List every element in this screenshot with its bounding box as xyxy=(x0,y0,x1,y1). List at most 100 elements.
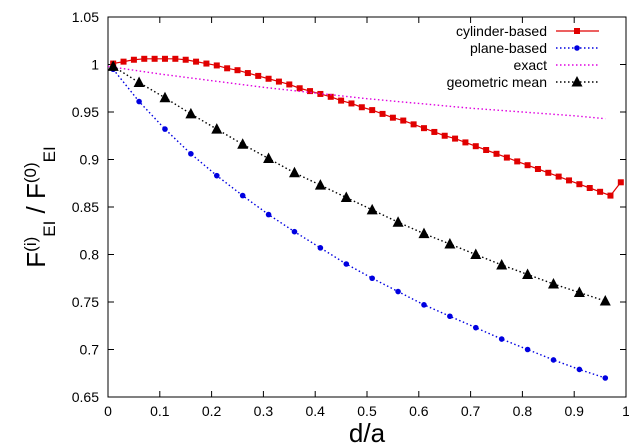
data-point xyxy=(369,107,376,114)
data-point xyxy=(265,75,272,82)
data-point xyxy=(447,313,453,320)
data-point xyxy=(120,58,127,65)
data-point xyxy=(418,227,430,239)
data-point xyxy=(472,143,479,150)
data-point xyxy=(343,261,350,267)
series-line xyxy=(107,65,606,120)
data-point xyxy=(514,158,521,165)
data-point xyxy=(317,245,324,251)
x-tick-label: 0.9 xyxy=(564,403,584,419)
data-point xyxy=(522,268,534,279)
y-axis-label-part: F xyxy=(21,252,51,268)
data-point xyxy=(566,177,573,184)
series-line xyxy=(112,65,606,302)
series-geometric-mean xyxy=(107,60,611,306)
data-point xyxy=(265,211,272,218)
data-point xyxy=(389,114,396,121)
legend-label: exact xyxy=(514,57,548,73)
y-axis-label-part: (0) xyxy=(21,162,40,183)
series-exact xyxy=(107,65,606,120)
data-point xyxy=(392,216,404,227)
data-point xyxy=(547,277,559,289)
data-point xyxy=(296,85,303,92)
data-point xyxy=(224,65,231,72)
x-tick-label: 0.8 xyxy=(513,403,533,419)
x-tick-label: 0.1 xyxy=(150,403,170,419)
x-axis-label: d/a xyxy=(349,418,386,445)
y-tick-label: 0.65 xyxy=(72,389,99,405)
data-point xyxy=(545,169,552,176)
legend-marker xyxy=(571,76,583,87)
data-point xyxy=(340,191,352,202)
data-point xyxy=(151,55,158,62)
data-point xyxy=(555,173,562,180)
data-point xyxy=(462,139,469,146)
data-point xyxy=(133,76,145,88)
data-point xyxy=(366,203,378,215)
data-point xyxy=(193,58,200,65)
data-point xyxy=(188,151,194,157)
data-point xyxy=(338,97,345,104)
series-plane-based xyxy=(110,66,609,381)
y-tick-label: 1.05 xyxy=(72,9,99,25)
data-point xyxy=(288,166,300,178)
data-point xyxy=(358,104,365,111)
data-point xyxy=(534,166,541,172)
y-axis-label-part: EI xyxy=(40,221,59,237)
data-point xyxy=(369,275,375,282)
data-point xyxy=(576,366,583,373)
data-point xyxy=(162,126,168,132)
x-tick-label: 1 xyxy=(622,403,629,419)
legend-label: plane-based xyxy=(470,40,547,56)
series-cylinder-based xyxy=(110,55,624,199)
x-tick-label: 0 xyxy=(104,403,112,419)
y-tick-label: 0.95 xyxy=(72,104,99,120)
data-point xyxy=(107,60,119,71)
series-line xyxy=(112,68,606,379)
y-tick-label: 0.7 xyxy=(80,342,100,358)
data-point xyxy=(213,172,220,179)
x-tick-label: 0.2 xyxy=(202,403,222,419)
data-point xyxy=(211,123,223,134)
data-point xyxy=(203,60,210,67)
data-point xyxy=(141,55,148,62)
data-point xyxy=(136,98,142,105)
data-point xyxy=(472,324,479,331)
data-point xyxy=(483,147,490,153)
data-point xyxy=(263,152,275,164)
data-point xyxy=(420,125,427,132)
data-point xyxy=(327,93,334,100)
y-axis-label-part: (i) xyxy=(21,237,40,252)
data-point xyxy=(607,192,614,199)
data-point xyxy=(431,128,438,135)
legend-marker xyxy=(574,45,580,51)
data-point xyxy=(244,70,251,77)
y-tick-label: 0.8 xyxy=(80,247,100,263)
data-point xyxy=(307,88,314,95)
data-point xyxy=(255,72,262,79)
x-tick-label: 0.7 xyxy=(461,403,481,419)
data-point xyxy=(410,121,417,128)
y-axis-label-part: / F xyxy=(21,183,51,221)
data-point xyxy=(317,90,324,97)
y-axis-ticks: 0.65 0.7 0.75 0.8 0.85 0.9 0.95 1 1.05 xyxy=(72,9,626,405)
data-point xyxy=(400,117,407,124)
data-point xyxy=(348,100,355,107)
y-tick-label: 0.9 xyxy=(80,152,100,168)
data-point xyxy=(213,62,220,69)
data-point xyxy=(498,336,505,342)
plot-frame xyxy=(107,16,627,398)
data-point xyxy=(503,154,510,161)
data-point xyxy=(161,55,168,62)
data-point xyxy=(617,179,624,186)
data-point xyxy=(237,138,249,149)
legend-label: cylinder-based xyxy=(456,23,547,39)
data-point xyxy=(395,288,401,295)
legend: cylinder-basedplane-basedexactgeometric … xyxy=(447,23,599,90)
data-point xyxy=(550,357,557,363)
y-axis-label: F(i)EI / F(0)EI xyxy=(21,146,59,267)
y-tick-label: 0.85 xyxy=(72,199,99,215)
x-axis-ticks: 0 0.1 0.2 0.3 0.4 0.5 0.6 0.7 0.8 0.9 1 xyxy=(104,17,629,419)
data-point xyxy=(586,185,593,191)
